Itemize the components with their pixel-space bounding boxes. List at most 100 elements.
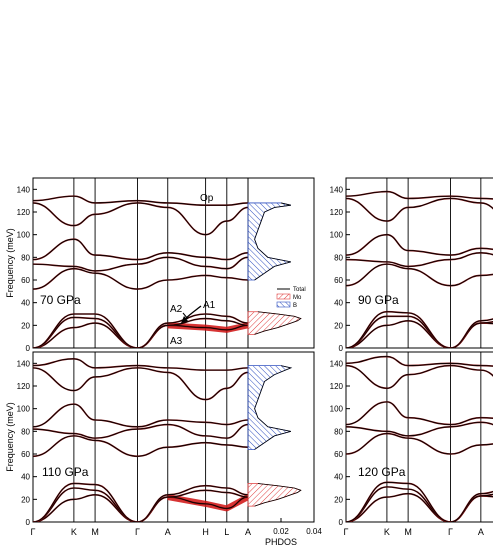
phdos-x-tick-label: 0.02 xyxy=(273,527,289,536)
phonon-branch xyxy=(346,251,493,268)
y-axis-title-top: Frequency (meV) xyxy=(5,228,15,298)
phonon-branch xyxy=(33,195,248,206)
y-tick-label: 80 xyxy=(21,253,30,262)
phonon-branch xyxy=(33,424,248,439)
phonon-branch xyxy=(346,486,493,522)
phdos-top-content xyxy=(247,202,302,335)
panel-120gpa-content: 0 20 40 60 80 100 120 140 Γ K M Γ A xyxy=(330,352,493,537)
annotation-a3: A3 xyxy=(170,336,183,347)
panel-90gpa-content: 0 20 40 60 80 100 120 140 xyxy=(330,178,493,353)
path-label: Γ xyxy=(31,527,36,537)
y-tick-label: 140 xyxy=(330,185,344,194)
phonon-branch xyxy=(346,401,493,425)
phonon-branch xyxy=(33,313,248,348)
annotation-a1: A1 xyxy=(203,300,216,311)
phdos-mo-area xyxy=(247,311,302,335)
phonon-branch xyxy=(33,435,248,458)
path-label: K xyxy=(384,527,390,537)
path-label: A xyxy=(478,527,484,537)
phdos-bottom-content: 0.02 0.04 xyxy=(247,365,322,536)
y-tick-label: 80 xyxy=(21,427,30,436)
phdos-total-line xyxy=(254,202,292,281)
phonon-branch xyxy=(33,403,248,428)
phonon-branch xyxy=(346,401,493,426)
phonon-branch xyxy=(33,316,248,348)
y-tick-label: 140 xyxy=(17,359,31,368)
y-tick-label: 80 xyxy=(334,427,343,436)
phonon-branch xyxy=(346,432,493,455)
phdos-total-line xyxy=(254,483,302,507)
phonon-branch xyxy=(346,234,493,256)
y-tick-label: 0 xyxy=(26,518,31,527)
y-tick-label: 140 xyxy=(17,185,31,194)
y-tick-label: 40 xyxy=(21,473,30,482)
phonon-branch xyxy=(346,356,493,367)
legend-label-mo: Mo xyxy=(293,295,302,301)
y-tick-label: 120 xyxy=(17,382,31,391)
y-tick-label: 60 xyxy=(334,276,343,285)
phdos-b-area xyxy=(247,202,292,281)
y-tick-label: 40 xyxy=(334,299,343,308)
panel-label-90gpa: 90 GPa xyxy=(358,293,399,307)
y-tick-label: 20 xyxy=(334,321,343,330)
phonon-branch xyxy=(346,263,493,287)
path-label: M xyxy=(91,527,99,537)
y-tick-label: 120 xyxy=(330,382,344,391)
y-tick-label: 20 xyxy=(21,495,30,504)
phonon-branch xyxy=(346,233,493,256)
phonon-branch xyxy=(33,267,248,290)
phonon-branch xyxy=(33,238,248,261)
path-label: M xyxy=(404,527,412,537)
y-tick-label: 100 xyxy=(330,405,344,414)
legend-swatch-mo xyxy=(276,293,291,300)
phonon-branch xyxy=(33,256,248,272)
y-tick-label: 60 xyxy=(21,450,30,459)
phonon-branch xyxy=(346,315,493,348)
y-tick-label: 40 xyxy=(21,299,30,308)
phdos-x-tick-label: 0.04 xyxy=(306,527,322,536)
phonon-branch xyxy=(346,191,493,200)
phdos-mo-area xyxy=(247,483,302,507)
phdos-axis-title: PHDOS xyxy=(265,537,297,547)
y-tick-label: 0 xyxy=(339,518,344,527)
phonon-branch xyxy=(33,202,248,236)
annotation-arrow-a2 xyxy=(182,312,189,320)
phonon-branch xyxy=(33,483,248,522)
phonon-branch xyxy=(33,202,248,236)
phonon-branch xyxy=(33,316,248,348)
path-label: H xyxy=(202,527,209,537)
phonon-branch xyxy=(346,486,493,522)
legend-swatch-b xyxy=(276,301,291,308)
phonon-branch xyxy=(346,197,493,222)
panel-70gpa-content: 0 20 40 60 80 100 120 140 xyxy=(17,178,248,353)
phonon-branch xyxy=(33,268,248,290)
annotation-a2: A2 xyxy=(170,304,183,315)
annotation-arrowhead-a1 xyxy=(181,316,188,323)
phonon-branch xyxy=(33,435,248,457)
phonon-branch xyxy=(346,481,493,522)
phonon-branch xyxy=(346,421,493,437)
panel-frame-120gpa xyxy=(345,351,493,523)
path-label: L xyxy=(224,527,229,537)
y-tick-label: 100 xyxy=(17,231,31,240)
panel-frame-90gpa xyxy=(345,177,493,349)
legend-label-total: Total xyxy=(293,287,306,293)
phonon-branch xyxy=(346,311,493,348)
annotation-op: Op xyxy=(200,193,214,204)
panel-110gpa-content: 0 20 40 60 80 100 120 140 Γ K M Γ A H L A xyxy=(17,352,251,537)
y-tick-label: 0 xyxy=(339,344,344,353)
path-label: K xyxy=(71,527,77,537)
y-tick-label: 100 xyxy=(330,231,344,240)
y-tick-label: 0 xyxy=(26,344,31,353)
phonon-branch xyxy=(346,365,493,389)
y-tick-label: 40 xyxy=(334,473,343,482)
panel-label-110gpa: 110 GPa xyxy=(42,465,89,479)
y-tick-label: 120 xyxy=(330,208,344,217)
y-tick-label: 60 xyxy=(21,276,30,285)
phonon-branch xyxy=(346,263,493,287)
y-tick-label: 60 xyxy=(334,450,343,459)
y-tick-label: 100 xyxy=(17,405,31,414)
phonon-branch xyxy=(346,190,493,200)
y-tick-label: 140 xyxy=(330,359,344,368)
